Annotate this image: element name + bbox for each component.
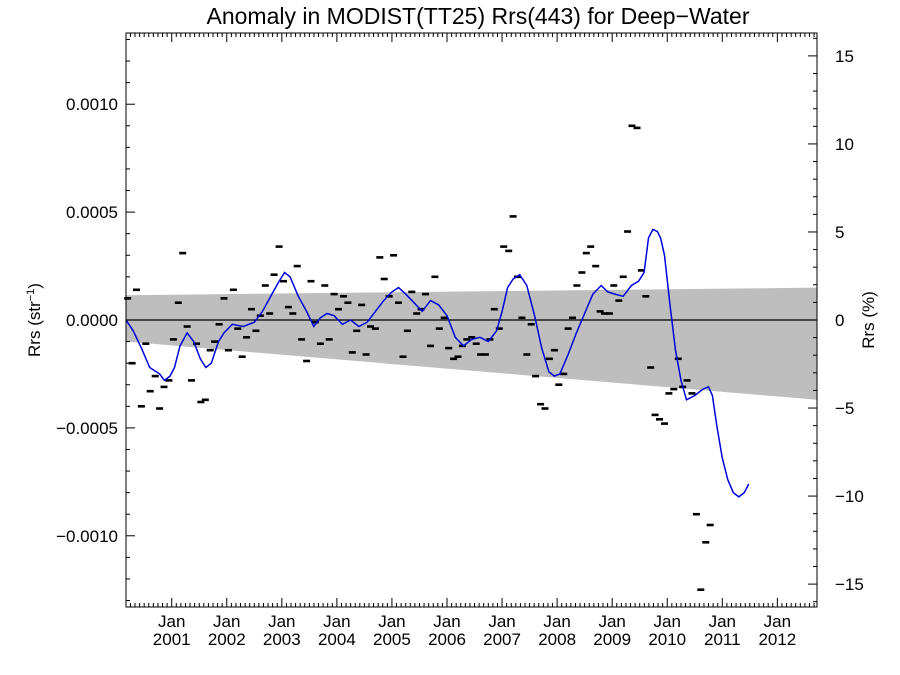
x-tick-label-month: Jan [543,612,570,631]
x-tick-label-month: Jan [764,612,791,631]
x-tick-label-year: 2004 [318,630,356,649]
x-tick-label-month: Jan [268,612,295,631]
x-tick-label-year: 2010 [648,630,686,649]
y-right-tick-label: −5 [835,399,854,418]
y-left-tick-label: 0.0010 [66,95,118,114]
x-tick-label-year: 2012 [758,630,796,649]
x-tick-label-year: 2011 [704,630,741,649]
y-right-tick-label: 10 [835,135,854,154]
y-right-tick-label: 0 [835,311,844,330]
x-tick-label-month: Jan [213,612,240,631]
x-tick-label-year: 2002 [208,630,246,649]
x-tick-label-month: Jan [488,612,515,631]
y-right-tick-label: 5 [835,223,844,242]
x-tick-label-year: 2009 [593,630,631,649]
x-tick-label-month: Jan [323,612,350,631]
x-tick-label-month: Jan [709,612,736,631]
x-tick-label-year: 2007 [483,630,521,649]
y-left-tick-label: −0.0010 [56,527,118,546]
x-tick-label-year: 2008 [538,630,576,649]
confidence-band [126,287,817,400]
data-points [124,124,714,592]
y-right-tick-label: 15 [835,47,854,66]
x-tick-label-month: Jan [654,612,681,631]
x-tick-label-month: Jan [433,612,460,631]
x-tick-label-month: Jan [158,612,185,631]
x-tick-label-year: 2005 [373,630,411,649]
x-tick-label-month: Jan [598,612,625,631]
chart-title: Anomaly in MODIST(TT25) Rrs(443) for Dee… [207,3,750,29]
y-left-tick-label: 0.0005 [66,203,118,222]
y-left-tick-label: 0.0000 [66,311,118,330]
y-right-tick-label: −15 [835,575,864,594]
x-tick-label-month: Jan [378,612,405,631]
y-right-tick-label: −10 [835,487,864,506]
x-tick-label-year: 2001 [153,630,191,649]
x-tick-label-year: 2003 [263,630,301,649]
y-axis-label-left: Rrs (str−1) [25,283,44,357]
series-line-0 [125,228,750,498]
y-axis-label-right: Rrs (%) [859,291,878,349]
plot-area: 0.0010 0.0005 0.0000 −0.0005 −0.0010 15 10 5 0 −5… [56,32,864,649]
x-tick-label-year: 2006 [428,630,466,649]
y-left-tick-label: −0.0005 [56,419,118,438]
